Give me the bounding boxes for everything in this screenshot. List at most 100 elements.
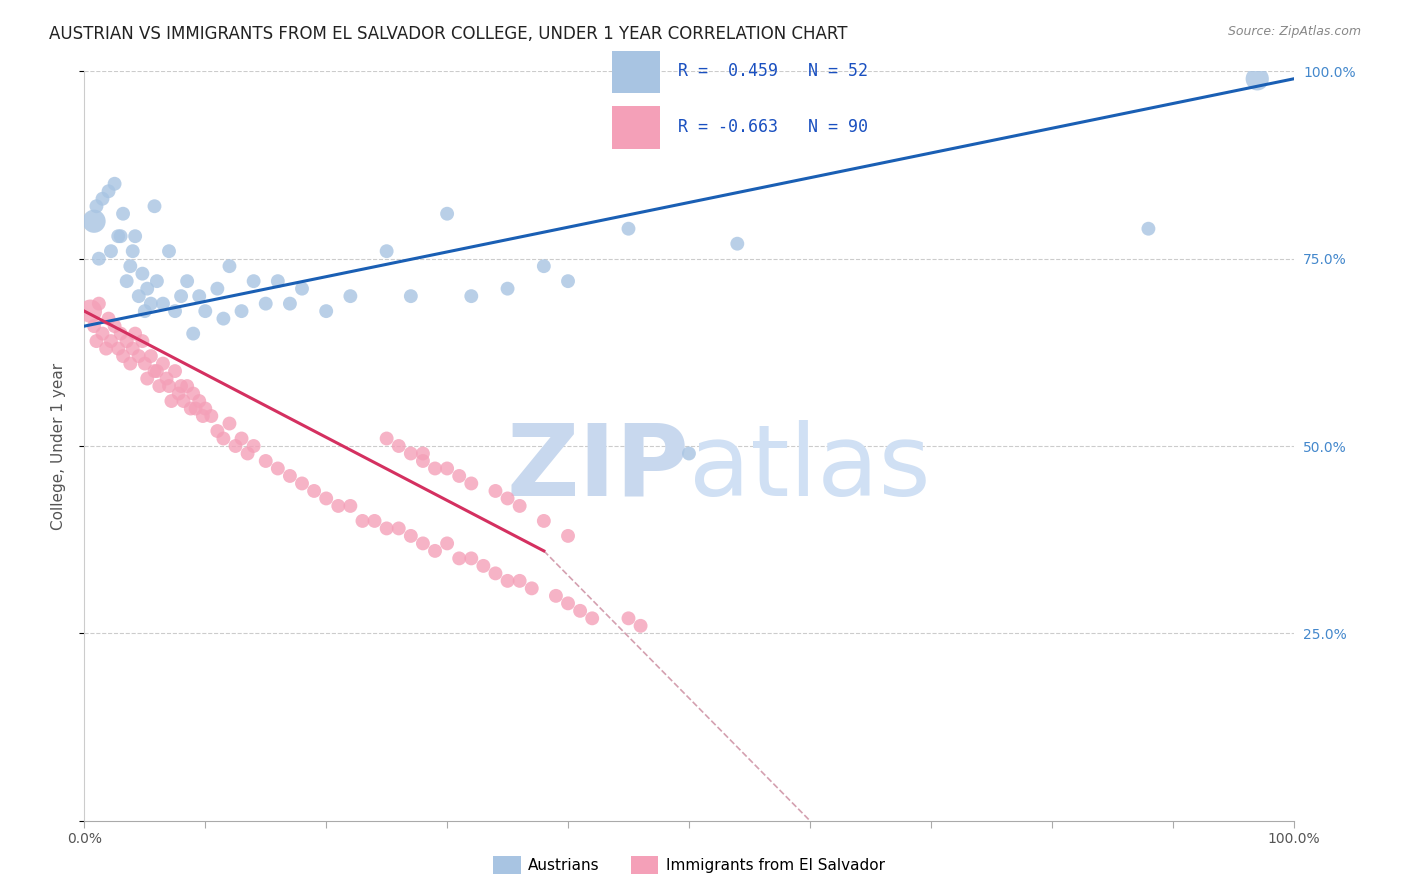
Point [136, 371, 159, 385]
Point [533, 259, 555, 273]
Point [112, 349, 135, 363]
Point [131, 267, 153, 281]
Point [134, 304, 156, 318]
Point [242, 274, 264, 288]
Point [139, 349, 162, 363]
Point [112, 207, 135, 221]
Point [155, 371, 177, 385]
Point [231, 432, 253, 446]
Point [79, 304, 101, 318]
Point [472, 558, 495, 573]
Point [581, 611, 603, 625]
Point [291, 476, 314, 491]
Point [115, 334, 138, 348]
Point [104, 177, 127, 191]
Point [436, 207, 458, 221]
Point [94, 342, 117, 356]
Point [315, 304, 337, 318]
Point [148, 379, 170, 393]
Point [104, 319, 127, 334]
Point [184, 401, 207, 416]
Point [423, 544, 446, 558]
Point [110, 326, 132, 341]
Point [152, 296, 174, 310]
Point [678, 446, 700, 460]
Point [136, 282, 159, 296]
Point [496, 282, 519, 296]
Point [176, 274, 198, 288]
Point [412, 536, 434, 550]
Point [231, 304, 253, 318]
Point [157, 244, 180, 259]
Point [484, 566, 506, 581]
Point [170, 289, 193, 303]
Point [121, 342, 143, 356]
Point [124, 326, 146, 341]
Point [100, 244, 122, 259]
Point [617, 221, 640, 235]
Point [100, 334, 122, 348]
Point [115, 274, 138, 288]
Point [86, 334, 108, 348]
Point [242, 439, 264, 453]
Point [449, 469, 471, 483]
Point [165, 364, 187, 378]
Point [569, 604, 592, 618]
Point [267, 461, 290, 475]
Point [200, 409, 222, 423]
Point [399, 529, 422, 543]
Point [194, 304, 217, 318]
Point [630, 619, 652, 633]
Point [188, 394, 211, 409]
Bar [612, 51, 659, 93]
Point [339, 499, 361, 513]
Point [509, 574, 531, 588]
Point [97, 184, 120, 198]
Point [120, 357, 142, 371]
Point [484, 483, 506, 498]
Point [423, 461, 446, 475]
Point [412, 446, 434, 460]
Point [267, 274, 290, 288]
Point [1137, 221, 1160, 235]
Bar [612, 106, 659, 149]
Point [139, 296, 162, 310]
Point [328, 499, 350, 513]
Point [110, 229, 132, 244]
Point [160, 394, 183, 409]
Y-axis label: College, Under 1 year: College, Under 1 year [51, 362, 66, 530]
Point [460, 289, 482, 303]
Point [212, 432, 235, 446]
Text: atlas: atlas [689, 420, 931, 517]
Point [225, 439, 247, 453]
Point [91, 192, 114, 206]
Point [449, 551, 471, 566]
Point [363, 514, 385, 528]
Point [120, 259, 142, 273]
Point [143, 364, 166, 378]
Point [176, 379, 198, 393]
Point [375, 432, 398, 446]
Point [375, 244, 398, 259]
Point [278, 296, 301, 310]
Point [509, 499, 531, 513]
Point [460, 551, 482, 566]
Point [181, 386, 204, 401]
Point [91, 326, 114, 341]
Point [191, 409, 214, 423]
Point [180, 401, 202, 416]
Point [388, 521, 411, 535]
Point [83, 214, 105, 228]
Point [617, 611, 640, 625]
Point [146, 364, 169, 378]
Point [533, 514, 555, 528]
Point [557, 274, 579, 288]
Point [121, 244, 143, 259]
Point [520, 582, 543, 596]
Point [725, 236, 748, 251]
Point [128, 289, 150, 303]
Text: ZIP: ZIP [506, 420, 689, 517]
Point [544, 589, 567, 603]
Point [412, 454, 434, 468]
Point [399, 289, 422, 303]
